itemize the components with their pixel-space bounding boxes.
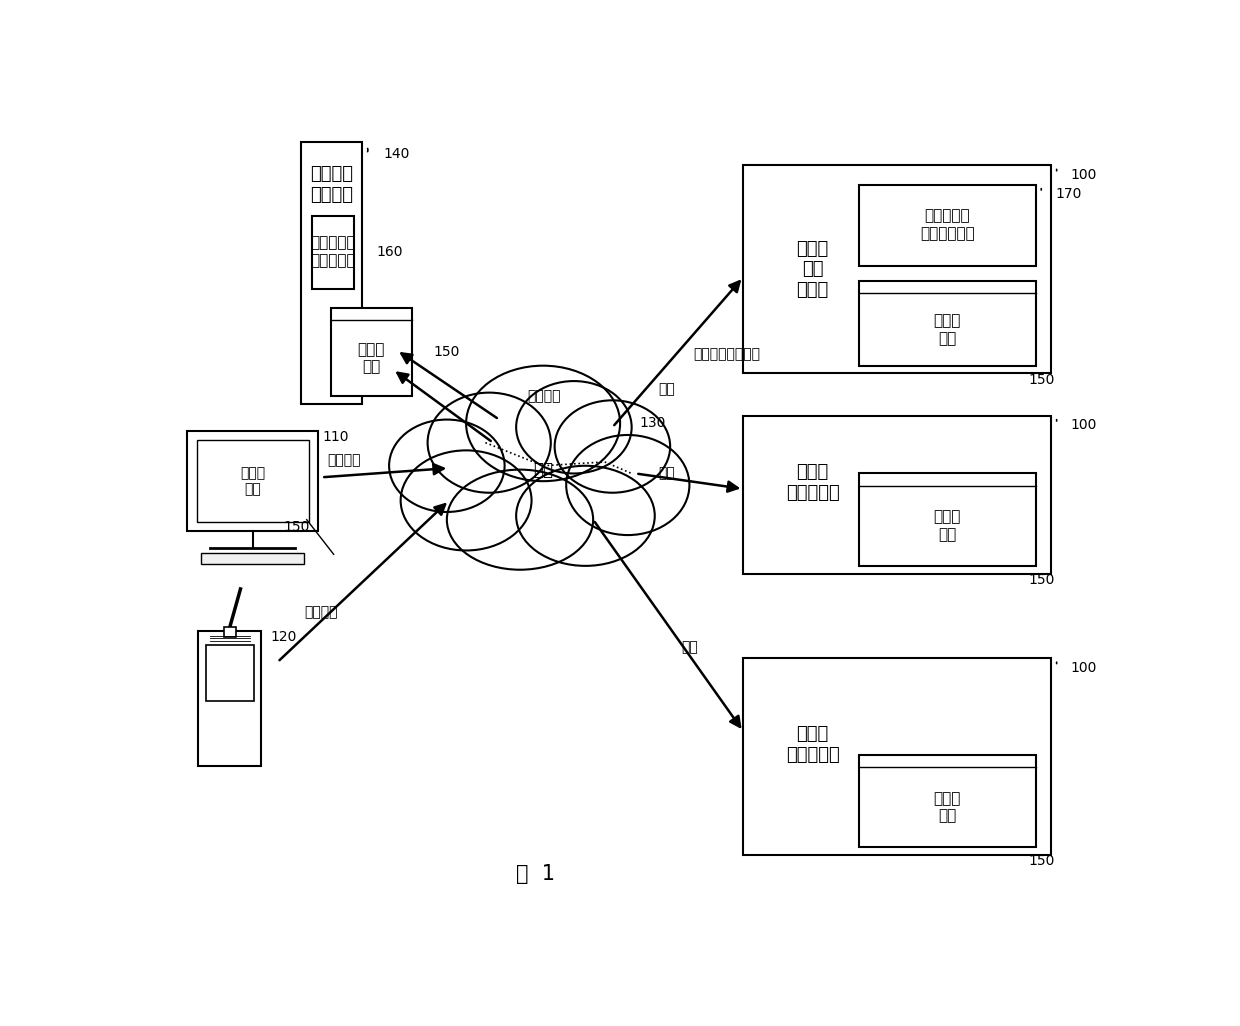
Text: 150: 150 [284,520,310,535]
Bar [206,645,253,701]
Bar [198,631,262,766]
Ellipse shape [516,381,631,473]
Bar [859,281,1035,365]
Text: 服务器高速
缓存刷新代理: 服务器高速 缓存刷新代理 [920,208,975,241]
Ellipse shape [428,393,551,492]
Text: 100: 100 [1070,167,1097,182]
Ellipse shape [389,420,505,512]
Text: 110: 110 [322,430,348,444]
Text: 请求对象: 请求对象 [304,605,337,619]
Text: 万维网
文档: 万维网 文档 [934,791,961,823]
Ellipse shape [435,408,651,531]
Text: 100: 100 [1070,418,1097,432]
Bar [859,754,1035,846]
Text: 万维网
文档: 万维网 文档 [934,313,961,346]
Ellipse shape [446,470,593,569]
Text: 万维网
文档: 万维网 文档 [241,466,265,497]
Text: 网络: 网络 [533,461,553,478]
Bar [743,659,1052,855]
Text: 120: 120 [270,631,296,644]
Text: 图  1: 图 1 [516,864,556,883]
Text: 万维网
内容服务器: 万维网 内容服务器 [786,725,839,764]
Text: 请求刷新: 请求刷新 [528,390,562,403]
Bar [331,308,412,396]
Bar [743,165,1052,373]
Text: 150: 150 [434,345,460,359]
Ellipse shape [516,466,655,566]
Text: 客户高速缓
存刷新代理: 客户高速缓 存刷新代理 [310,236,356,268]
Bar [743,416,1052,574]
Text: 万维网
内容服务器: 万维网 内容服务器 [786,464,839,502]
Bar [197,440,309,522]
Text: 130: 130 [640,417,666,431]
Text: 170: 170 [1055,187,1081,201]
Bar [300,143,362,404]
Text: 网络代理
高速缓存: 网络代理 高速缓存 [310,165,353,204]
Text: 150: 150 [1028,372,1054,387]
Ellipse shape [554,400,670,492]
Bar [187,431,319,531]
Text: 刷新: 刷新 [658,382,676,396]
Ellipse shape [466,365,620,481]
Text: 140: 140 [383,147,410,161]
Text: 万维网
内容
服务器: 万维网 内容 服务器 [796,240,828,300]
Text: 刷新: 刷新 [682,640,698,654]
Text: 万维网
文档: 万维网 文档 [934,510,961,542]
Text: 请求对象: 请求对象 [327,453,361,468]
Bar [312,215,355,288]
Text: 只发送更新的对象: 只发送更新的对象 [693,347,760,361]
Ellipse shape [401,450,532,551]
Text: 150: 150 [1028,573,1054,587]
Bar [223,628,236,637]
Bar [859,185,1035,266]
Bar [201,553,304,563]
Text: 160: 160 [376,245,403,259]
Text: 刷新: 刷新 [658,467,676,480]
Text: 150: 150 [1028,854,1054,868]
Ellipse shape [567,435,689,536]
Bar [859,473,1035,566]
Text: 100: 100 [1070,661,1097,674]
Text: 万维网
文档: 万维网 文档 [357,342,386,374]
